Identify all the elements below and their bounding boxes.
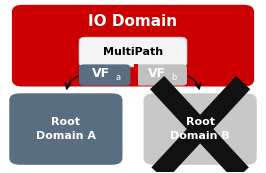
- Text: VF: VF: [148, 67, 166, 80]
- FancyBboxPatch shape: [79, 64, 130, 86]
- Text: IO Domain: IO Domain: [88, 14, 178, 29]
- FancyBboxPatch shape: [144, 93, 257, 165]
- FancyBboxPatch shape: [12, 5, 254, 86]
- Text: Root
Domain B: Root Domain B: [170, 117, 230, 141]
- Text: MultiPath: MultiPath: [103, 47, 163, 57]
- Text: Root
Domain A: Root Domain A: [36, 117, 96, 141]
- Text: a: a: [115, 73, 120, 82]
- FancyBboxPatch shape: [136, 64, 187, 86]
- Text: b: b: [172, 73, 177, 82]
- Text: VF: VF: [92, 67, 110, 80]
- FancyBboxPatch shape: [9, 93, 122, 165]
- FancyBboxPatch shape: [79, 37, 187, 67]
- Bar: [134, 64, 138, 86]
